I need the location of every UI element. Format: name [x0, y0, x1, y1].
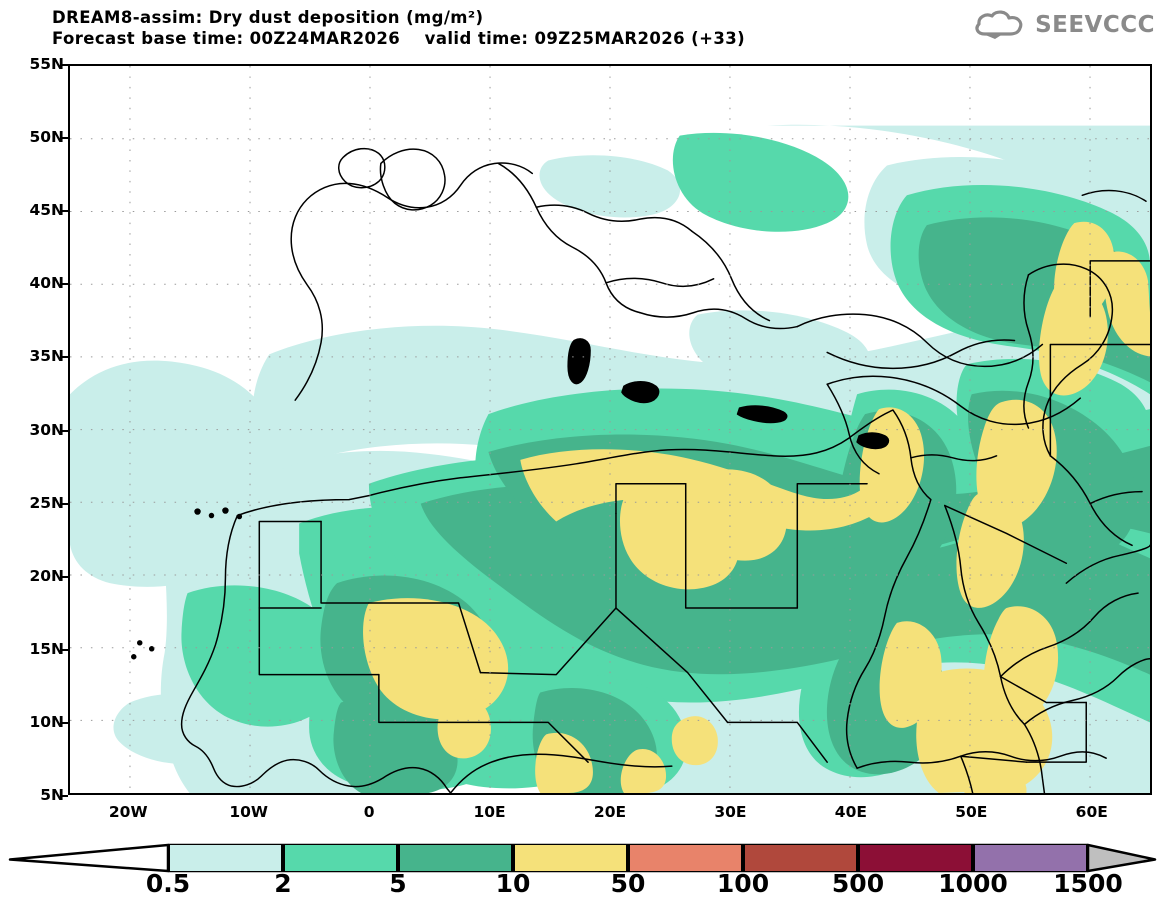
colorbar-under-arrow	[8, 843, 170, 873]
x-tick-label: 0	[363, 803, 375, 821]
y-tick-label: 30N	[29, 420, 64, 439]
grid-lines	[70, 66, 1150, 793]
map-plot-area	[68, 64, 1152, 795]
colorbar-cell	[973, 845, 1088, 871]
y-tick-mark	[60, 137, 68, 140]
x-tick-label: 10W	[229, 803, 268, 821]
colorbar-over-arrow	[1086, 843, 1157, 873]
x-tick-label: 40E	[834, 803, 867, 821]
colorbar-tick-label: 10	[495, 869, 531, 898]
y-tick-label: 10N	[29, 712, 64, 731]
y-tick-label: 15N	[29, 639, 64, 658]
x-tick-label: 10E	[473, 803, 506, 821]
colorbar-cell	[283, 845, 398, 871]
y-tick-mark	[60, 795, 68, 797]
cloud-icon	[975, 10, 1023, 39]
y-tick-mark	[60, 429, 68, 432]
colorbar-cell	[628, 845, 743, 871]
y-tick-label: 45N	[29, 201, 64, 220]
y-tick-label: 5N	[40, 786, 64, 804]
colorbar-tick-label: 1500	[1053, 869, 1123, 898]
dust-deposition-field	[70, 66, 1150, 793]
x-tick-label: 60E	[1075, 803, 1108, 821]
y-tick-mark	[60, 64, 68, 66]
colorbar-tick-label: 50	[610, 869, 646, 898]
colorbar-tick-label: 1000	[938, 869, 1008, 898]
y-tick-mark	[60, 575, 68, 578]
x-tick-label: 20W	[108, 803, 148, 821]
chart-header: DREAM8-assim: Dry dust deposition (mg/m²…	[0, 0, 1165, 60]
colorbar-tick-label: 2	[274, 869, 292, 898]
colorbar-tick-label: 0.5	[145, 869, 191, 898]
y-tick-label: 50N	[29, 128, 64, 147]
y-tick-mark	[60, 502, 68, 505]
coastlines-and-borders	[131, 147, 1150, 793]
y-tick-mark	[60, 283, 68, 286]
colorbar: 0.5 2 5 10 50 100 500 1000 1500	[0, 838, 1165, 907]
x-tick-label: 50E	[955, 803, 988, 821]
colorbar-cell	[743, 845, 858, 871]
colorbar-cell	[513, 845, 628, 871]
y-tick-label: 55N	[29, 55, 64, 73]
chart-subtitle: Forecast base time: 00Z24MAR2026 valid t…	[52, 29, 746, 48]
y-tick-label: 20N	[29, 566, 64, 585]
colorbar-tick-label: 500	[831, 869, 885, 898]
colorbar-tick-label: 5	[389, 869, 407, 898]
y-tick-mark	[60, 648, 68, 651]
colorbar-cell	[168, 845, 283, 871]
colorbar-cells	[168, 845, 1088, 871]
logo-label: SEEVCCC	[1035, 12, 1155, 38]
colorbar-cell	[398, 845, 513, 871]
y-tick-label: 40N	[29, 274, 64, 293]
y-tick-mark	[60, 356, 68, 359]
x-tick-label: 20E	[593, 803, 627, 821]
colorbar-tick-label: 100	[716, 869, 770, 898]
seevccc-logo: SEEVCCC	[973, 8, 1155, 42]
y-tick-mark	[60, 210, 68, 213]
colorbar-cell	[858, 845, 973, 871]
chart-title: DREAM8-assim: Dry dust deposition (mg/m²…	[52, 8, 484, 27]
y-tick-mark	[60, 721, 68, 724]
x-tick-label: 30E	[714, 803, 747, 821]
y-tick-label: 35N	[29, 347, 64, 366]
y-tick-label: 25N	[29, 493, 64, 512]
